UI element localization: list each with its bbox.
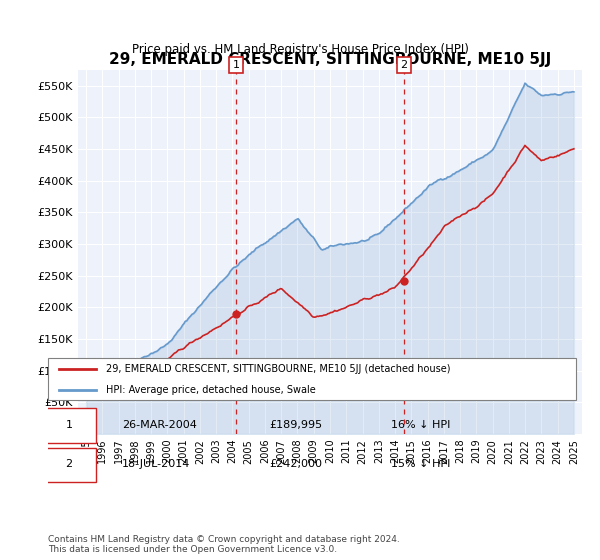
Text: 16% ↓ HPI: 16% ↓ HPI [391, 420, 451, 430]
Text: Contains HM Land Registry data © Crown copyright and database right 2024.
This d: Contains HM Land Registry data © Crown c… [48, 535, 400, 554]
Text: 2: 2 [400, 60, 407, 70]
Title: 29, EMERALD CRESCENT, SITTINGBOURNE, ME10 5JJ: 29, EMERALD CRESCENT, SITTINGBOURNE, ME1… [109, 53, 551, 67]
Text: 18-JUL-2014: 18-JUL-2014 [122, 459, 190, 469]
Text: HPI: Average price, detached house, Swale: HPI: Average price, detached house, Swal… [106, 385, 316, 395]
Text: 1: 1 [65, 420, 73, 430]
FancyBboxPatch shape [43, 447, 95, 482]
Text: 15% ↓ HPI: 15% ↓ HPI [391, 459, 451, 469]
Text: 1: 1 [233, 60, 239, 70]
Text: Price paid vs. HM Land Registry's House Price Index (HPI): Price paid vs. HM Land Registry's House … [131, 43, 469, 56]
FancyBboxPatch shape [48, 358, 576, 400]
Text: 2: 2 [65, 459, 73, 469]
Text: 26-MAR-2004: 26-MAR-2004 [122, 420, 197, 430]
Text: 29, EMERALD CRESCENT, SITTINGBOURNE, ME10 5JJ (detached house): 29, EMERALD CRESCENT, SITTINGBOURNE, ME1… [106, 364, 451, 374]
Text: £242,000: £242,000 [270, 459, 323, 469]
Text: £189,995: £189,995 [270, 420, 323, 430]
FancyBboxPatch shape [43, 408, 95, 443]
